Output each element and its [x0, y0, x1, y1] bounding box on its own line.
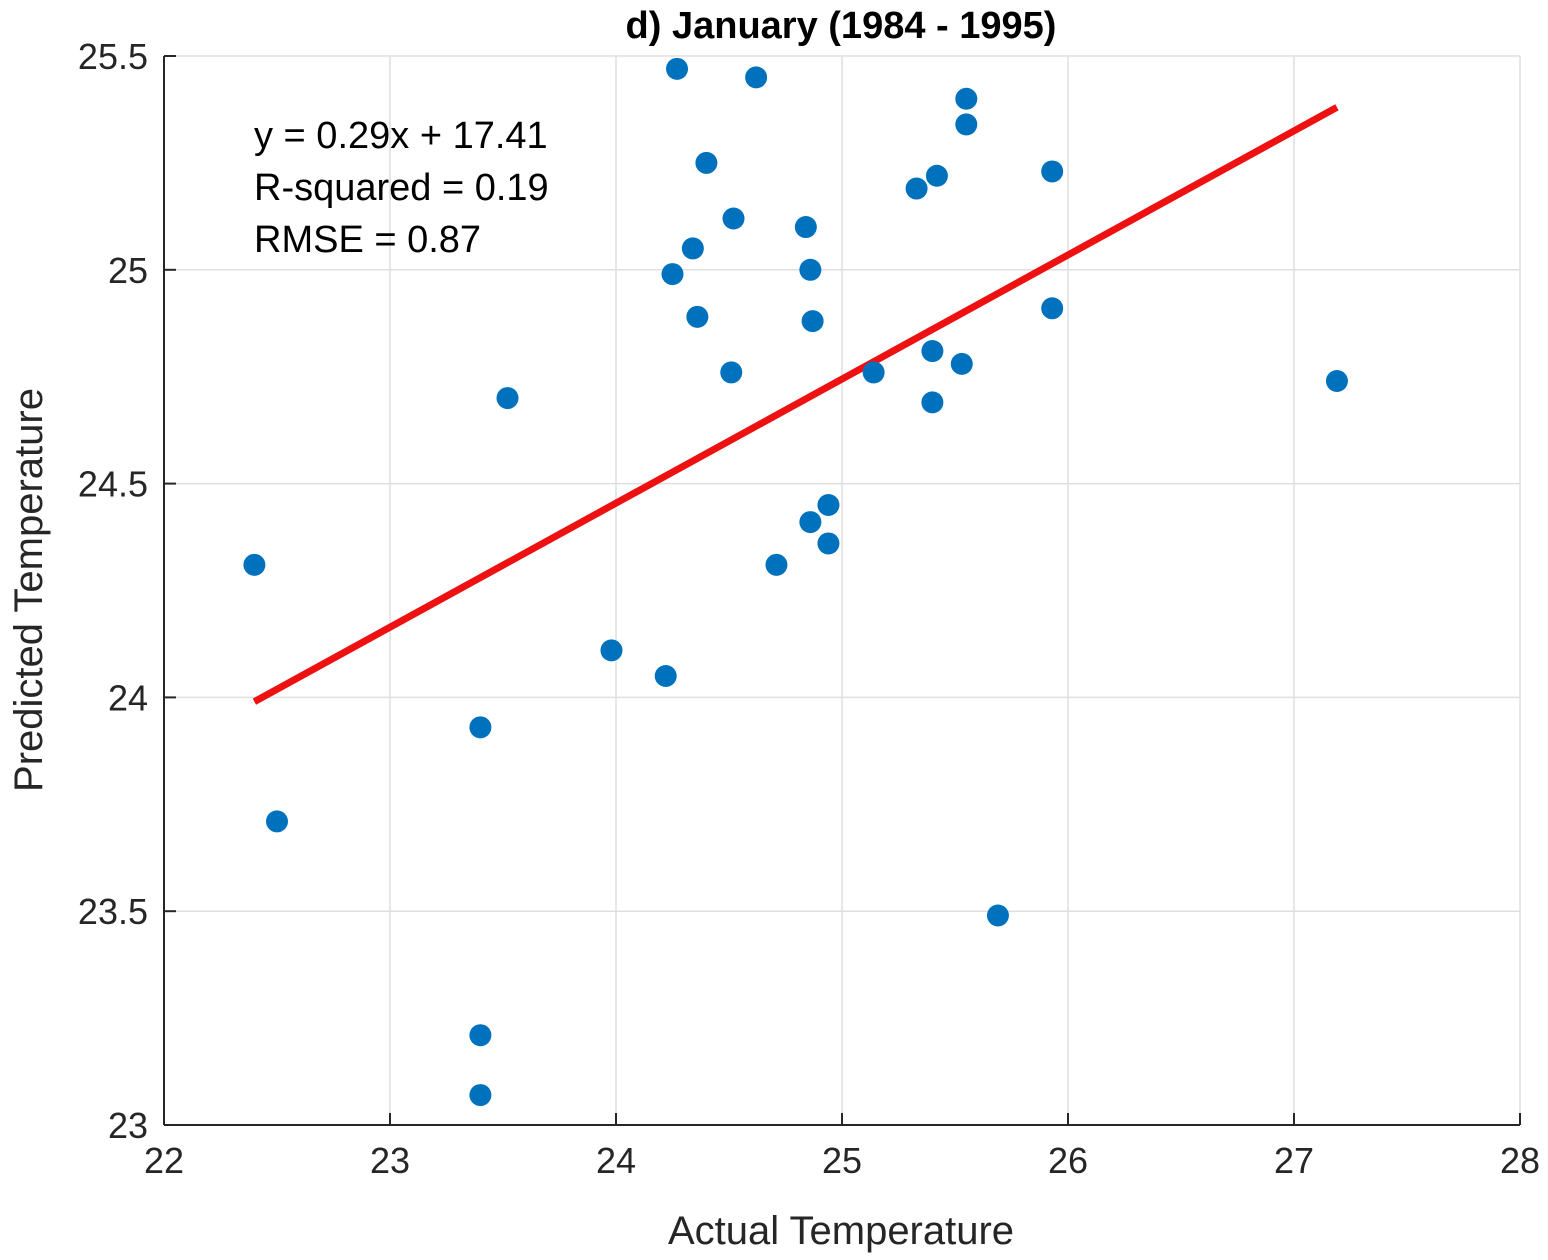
scatter-point — [950, 352, 973, 375]
scatter-point — [801, 310, 824, 333]
scatter-point — [799, 258, 822, 281]
chart-title: d) January (1984 - 1995) — [626, 5, 1057, 47]
y-tick-label: 23.5 — [78, 891, 148, 932]
y-axis-label: Predicted Temperature — [7, 388, 51, 792]
scatter-point — [955, 113, 978, 136]
scatter-point — [955, 87, 978, 110]
scatter-point — [469, 716, 492, 739]
scatter-point — [469, 1084, 492, 1107]
scatter-point — [921, 340, 944, 363]
fit-line-group — [252, 104, 1339, 705]
scatter-point — [921, 391, 944, 414]
y-tick-label: 24.5 — [78, 464, 148, 505]
scatter-point — [266, 810, 288, 833]
axes — [163, 55, 1521, 1126]
scatter-point — [243, 553, 266, 576]
scatter-point — [794, 216, 817, 239]
scatter-point — [799, 511, 822, 534]
data-points — [243, 57, 1348, 1107]
scatter-point — [1041, 160, 1064, 183]
fit-equation: y = 0.29x + 17.41 — [254, 115, 548, 157]
grid-lines — [163, 55, 1521, 1126]
scatter-point — [661, 263, 684, 286]
y-tick-label: 25.5 — [78, 36, 148, 77]
scatter-point — [817, 493, 840, 516]
scatter-point — [720, 361, 743, 384]
r-squared: R-squared = 0.19 — [254, 167, 549, 209]
scatter-point — [765, 553, 788, 576]
x-tick-label: 27 — [1274, 1140, 1314, 1181]
scatter-point — [686, 305, 709, 328]
scatter-point — [681, 237, 704, 260]
scatter-point — [722, 207, 745, 230]
scatter-point — [496, 387, 519, 410]
x-tick-label: 25 — [822, 1140, 862, 1181]
x-tick-label: 22 — [144, 1140, 184, 1181]
y-tick-label: 23 — [108, 1105, 148, 1146]
x-axis-label: Actual Temperature — [668, 1209, 1014, 1253]
y-tick-label: 24 — [108, 677, 148, 718]
x-tick-label: 24 — [596, 1140, 636, 1181]
scatter-point — [654, 665, 677, 688]
x-tick-labels: 22 23 24 25 26 27 28 — [144, 1140, 1540, 1181]
scatter-point — [600, 639, 623, 662]
rmse: RMSE = 0.87 — [254, 219, 481, 261]
scatter-point — [1325, 369, 1348, 392]
x-tick-label: 26 — [1048, 1140, 1088, 1181]
scatter-point — [745, 66, 768, 89]
scatter-point — [1041, 297, 1064, 320]
scatter-point — [925, 164, 948, 187]
scatter-point — [862, 361, 885, 384]
y-tick-labels: 23 23.5 24 24.5 25 25.5 — [78, 36, 148, 1146]
x-tick-label: 28 — [1500, 1140, 1540, 1181]
x-tick-label: 23 — [370, 1140, 410, 1181]
fit-line — [252, 104, 1339, 705]
y-tick-label: 25 — [108, 250, 148, 291]
scatter-point — [469, 1024, 492, 1047]
scatter-point — [905, 177, 928, 200]
scatter-point — [817, 532, 840, 555]
scatter-point — [666, 57, 689, 80]
scatter-point — [986, 904, 1009, 927]
scatter-point — [695, 151, 718, 174]
